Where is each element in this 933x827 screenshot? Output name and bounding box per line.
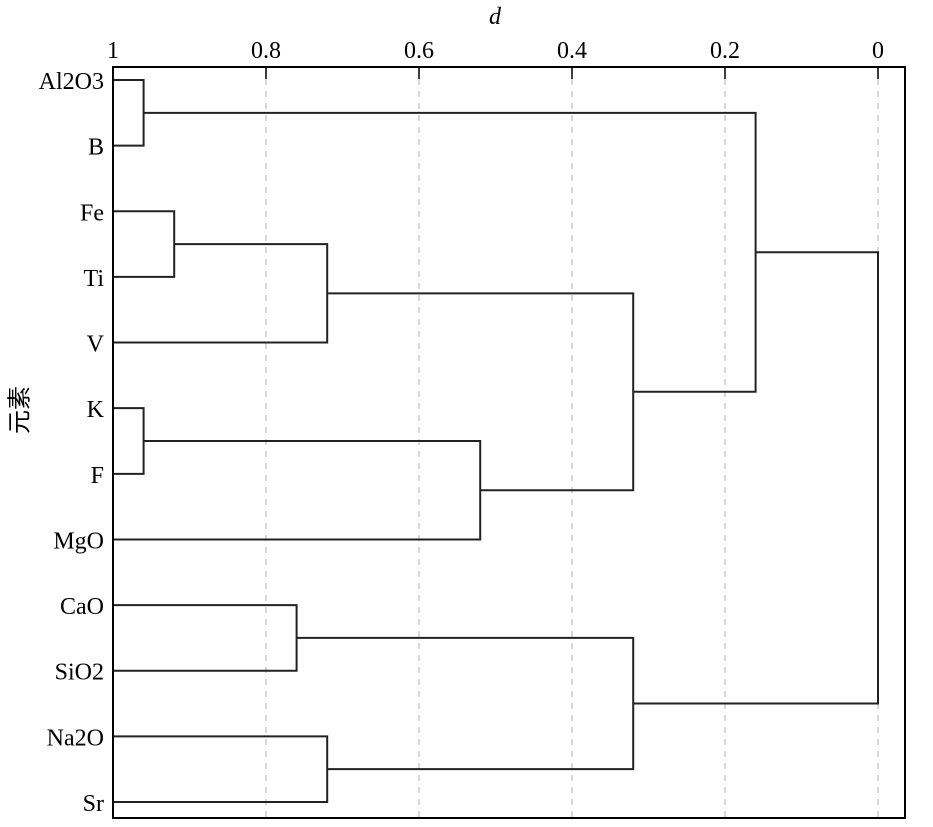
x-tick-label: 0.8 (251, 38, 281, 64)
x-tick-label: 0.2 (710, 38, 740, 64)
leaf-label: V (87, 332, 105, 358)
leaf-label: SiO2 (55, 660, 104, 686)
dendrogram-link-c7 (113, 604, 298, 672)
x-tick-label: 1 (107, 38, 119, 64)
leaf-label: Fe (80, 200, 104, 226)
dendrogram-link-c4 (113, 407, 145, 475)
x-tick-label: 0.4 (557, 38, 587, 64)
leaf-label: Al2O3 (39, 69, 104, 95)
leaf-label: Na2O (47, 725, 104, 751)
dendrogram-link-c10 (143, 111, 757, 393)
leaf-label: F (91, 463, 104, 489)
x-axis-label: d (489, 4, 502, 30)
y-axis-label: 元素 (7, 386, 34, 434)
dendrogram-link-c8 (113, 735, 329, 803)
leaf-label: K (87, 397, 105, 423)
leaf-label: Ti (84, 266, 105, 292)
dendrogram-link-c1 (113, 79, 145, 147)
dendrogram-link-c3 (113, 243, 329, 344)
x-tick-label: 0.6 (404, 38, 434, 64)
dendrogram-link-c2 (113, 210, 176, 278)
leaf-label: MgO (53, 528, 104, 554)
dendrogram-link-c9 (296, 636, 635, 771)
dendrogram-link-c11 (633, 251, 879, 705)
leaf-label: Sr (83, 791, 104, 817)
leaf-label: CaO (60, 594, 104, 620)
dendrogram-link-c5 (113, 440, 482, 541)
x-tick-label: 0 (872, 38, 884, 64)
plot-frame (112, 66, 906, 819)
leaf-label: B (88, 135, 104, 161)
